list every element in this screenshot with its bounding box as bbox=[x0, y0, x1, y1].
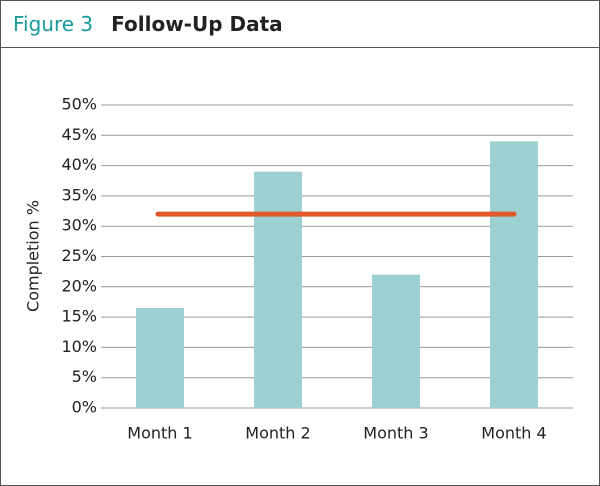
y-tick-label: 0% bbox=[72, 398, 97, 417]
y-tick-label: 5% bbox=[72, 367, 97, 386]
bar bbox=[372, 274, 420, 408]
y-tick-label: 15% bbox=[61, 307, 97, 326]
y-tick-label: 25% bbox=[61, 246, 97, 265]
header: Figure 3 Follow-Up Data bbox=[1, 1, 599, 48]
y-tick-label: 40% bbox=[61, 155, 97, 174]
figure-label: Figure 3 bbox=[13, 12, 94, 36]
y-tick-label: 35% bbox=[61, 185, 97, 204]
y-tick-label: 10% bbox=[61, 337, 97, 356]
x-tick-label: Month 2 bbox=[245, 424, 310, 443]
x-tick-label: Month 1 bbox=[127, 424, 192, 443]
chart-title: Follow-Up Data bbox=[111, 12, 283, 36]
x-tick-label: Month 3 bbox=[363, 424, 428, 443]
chart: Completion % 0% 5% 10% 15% 20% 25% 30% 35% 40% 45… bbox=[24, 95, 573, 443]
x-tick-label: Month 4 bbox=[481, 424, 546, 443]
y-tick-label: 50% bbox=[61, 95, 97, 114]
bar bbox=[136, 308, 184, 408]
y-tick-label: 20% bbox=[61, 276, 97, 295]
bar bbox=[254, 171, 302, 408]
y-tick-label: 45% bbox=[61, 125, 97, 144]
y-tick-label: 30% bbox=[61, 216, 97, 235]
y-axis-label: Completion % bbox=[24, 200, 43, 312]
bar bbox=[490, 141, 538, 409]
